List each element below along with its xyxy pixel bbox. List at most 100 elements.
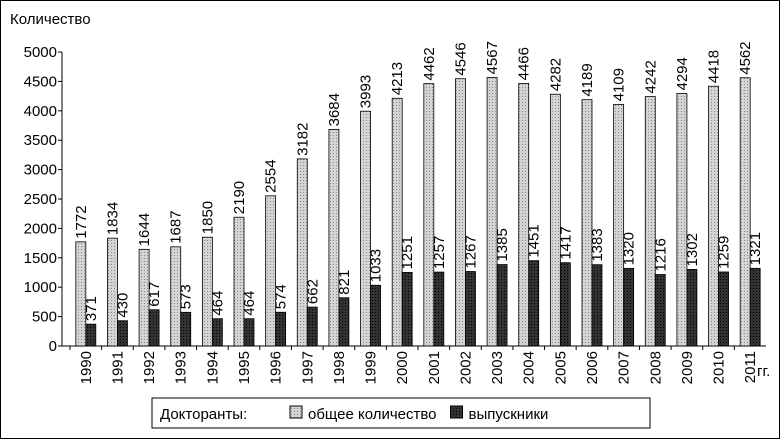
bar [85, 323, 97, 347]
y-tick-label: 0 [49, 338, 57, 355]
value-label: 821 [336, 270, 353, 295]
value-label: 4242 [642, 60, 659, 93]
y-tick-label: 1500 [24, 250, 57, 267]
value-label: 4466 [516, 47, 533, 80]
y-tick-label: 3000 [24, 162, 57, 179]
value-label: 1385 [494, 228, 511, 261]
value-label: 4562 [737, 41, 754, 74]
bar [360, 110, 371, 347]
bar [749, 267, 761, 347]
bar [370, 284, 381, 347]
bar [170, 246, 182, 347]
x-tick-label: 2006 [584, 351, 601, 384]
value-label: 574 [273, 284, 290, 309]
bar [686, 269, 698, 347]
bar [148, 309, 160, 347]
y-tick-label: 2000 [24, 220, 57, 237]
value-label: 2554 [263, 159, 280, 192]
bar [180, 311, 192, 347]
value-label: 573 [178, 284, 195, 309]
x-tick-label: 1998 [331, 351, 348, 384]
value-label: 662 [304, 279, 321, 304]
bar [591, 264, 603, 347]
x-tick-label: 1990 [78, 351, 95, 384]
bar [433, 271, 445, 347]
y-tick-label: 4500 [24, 73, 57, 90]
value-label: 1320 [621, 232, 638, 265]
y-tick-label: 2500 [24, 191, 57, 208]
bar [211, 318, 223, 347]
x-tick-label: 2004 [521, 351, 538, 384]
value-label: 1216 [652, 238, 669, 271]
bar [623, 267, 635, 347]
value-label: 1644 [136, 213, 153, 246]
bar [107, 237, 118, 347]
legend-label: выпускники [469, 406, 549, 423]
bar [423, 83, 435, 347]
bar [401, 272, 413, 347]
bar [338, 297, 350, 347]
value-label: 4282 [547, 58, 564, 91]
x-tick-label: 1992 [141, 351, 158, 384]
value-label: 4567 [484, 41, 501, 74]
x-tick-label: 1996 [268, 351, 285, 384]
bar [708, 85, 719, 347]
x-tick-label: 2003 [489, 351, 506, 384]
bar [718, 271, 729, 347]
bar [496, 264, 508, 347]
value-label: 464 [241, 291, 258, 316]
value-label: 430 [114, 293, 131, 318]
value-label: 1257 [431, 236, 448, 269]
x-tick-label: 2005 [552, 351, 569, 384]
value-label: 1302 [684, 233, 701, 266]
value-label: 1259 [716, 236, 733, 269]
value-label: 617 [146, 282, 163, 307]
value-label: 1033 [368, 249, 385, 282]
value-label: 464 [209, 291, 226, 316]
value-label: 4213 [389, 62, 406, 95]
value-label: 4546 [452, 42, 469, 75]
x-tick-label: 1999 [363, 351, 380, 384]
y-tick-label: 3500 [24, 132, 57, 149]
bar [559, 262, 571, 347]
value-label: 3684 [326, 93, 343, 126]
y-tick-label: 4000 [24, 103, 57, 120]
value-label: 2190 [231, 181, 248, 214]
legend-title: Докторанты: [160, 406, 247, 423]
value-label: 4189 [579, 63, 596, 96]
value-label: 3182 [294, 123, 311, 156]
bar [486, 77, 498, 347]
x-tick-label: 2001 [426, 351, 443, 384]
bar [465, 271, 476, 347]
bar [613, 103, 625, 347]
value-label: 1321 [747, 232, 764, 265]
bar [518, 82, 530, 347]
x-tick-label: 1995 [236, 351, 253, 384]
x-tick-label: 2009 [679, 351, 696, 384]
bar [275, 311, 287, 347]
bar [328, 128, 340, 347]
bar [654, 274, 666, 347]
value-label: 1417 [557, 226, 574, 259]
bar [138, 248, 150, 347]
value-label: 1687 [168, 210, 185, 243]
x-tick-label: 2011 [742, 351, 759, 383]
x-tick-label: 1991 [109, 351, 126, 384]
bar [581, 99, 593, 347]
x-unit: гг. [757, 363, 770, 380]
value-label: 1383 [589, 228, 606, 261]
legend-label: общее количество [308, 406, 437, 423]
legend-swatch [289, 405, 303, 419]
value-label: 4109 [611, 68, 628, 101]
bar [455, 78, 466, 347]
x-tick-label: 1994 [204, 351, 221, 384]
y-axis-label: Количество [10, 11, 91, 28]
bar [233, 216, 245, 347]
value-label: 3993 [358, 75, 375, 108]
bar [75, 241, 87, 347]
legend-box [151, 397, 651, 429]
bar [117, 320, 128, 347]
bar [306, 306, 318, 347]
value-label: 4462 [421, 47, 438, 80]
